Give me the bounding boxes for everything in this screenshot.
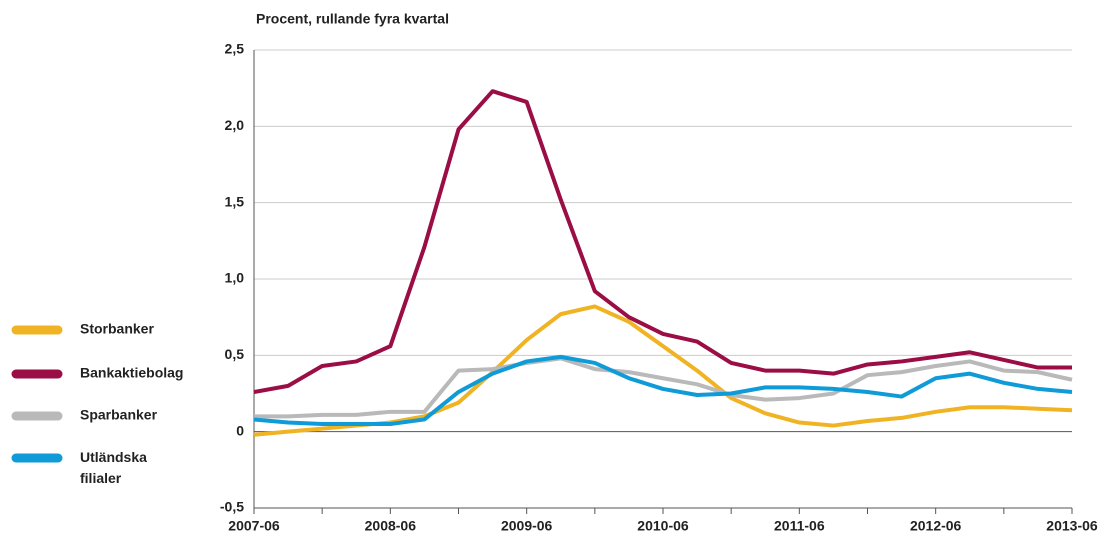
y-tick-label: 1,5 xyxy=(225,193,245,209)
x-tick-label: 2009-06 xyxy=(501,518,553,534)
chart-title: Procent, rullande fyra kvartal xyxy=(256,11,449,27)
legend-label: Utländska filialer xyxy=(80,449,147,486)
series-line xyxy=(254,356,1073,419)
series-line xyxy=(253,304,1073,437)
x-tick-label: 2010-06 xyxy=(637,518,689,534)
y-tick-label: 2,0 xyxy=(225,117,245,133)
y-tick-label: -0,5 xyxy=(220,499,244,515)
y-tick-label: 0 xyxy=(236,422,244,438)
series-line xyxy=(253,354,1073,427)
x-tick-label: 2008-06 xyxy=(365,518,417,534)
series-line xyxy=(253,89,1072,394)
x-tick-label: 2012-06 xyxy=(910,518,962,534)
x-tick-label: 2011-06 xyxy=(774,518,825,534)
y-tick-label: 1,0 xyxy=(225,270,245,286)
x-tick-label: 2013-06 xyxy=(1046,518,1098,534)
y-tick-label: 2,5 xyxy=(225,41,245,57)
legend-label: Bankaktiebolag xyxy=(80,365,183,381)
legend-label: Sparbanker xyxy=(80,407,158,423)
legend-label: Storbanker xyxy=(80,321,154,337)
y-tick-label: 0,5 xyxy=(225,346,245,362)
x-tick-label: 2007-06 xyxy=(228,518,280,534)
